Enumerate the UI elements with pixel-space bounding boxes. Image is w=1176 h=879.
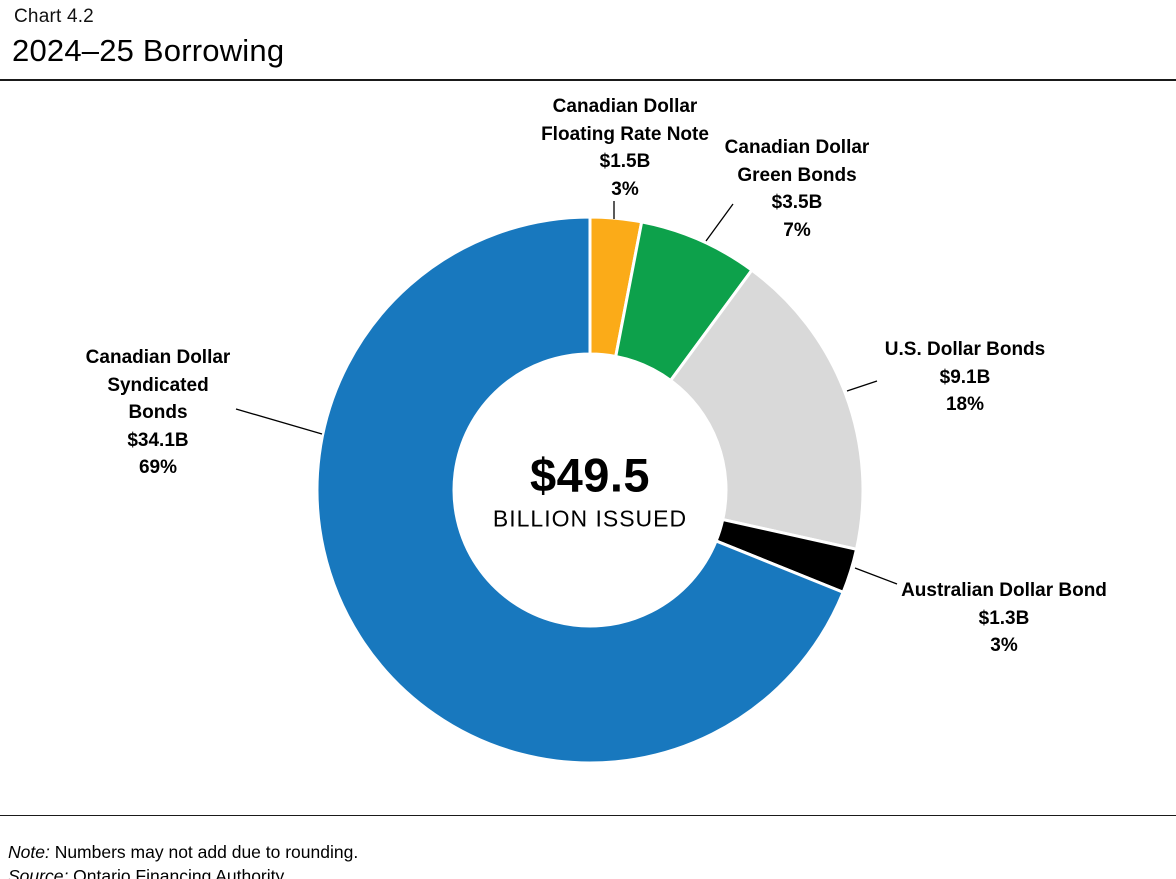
label-australian-dollar-bond: Australian Dollar Bond $1.3B 3% xyxy=(888,577,1120,660)
slice-percent: 3% xyxy=(611,178,639,200)
total-value: $49.5 xyxy=(529,448,651,502)
slice-percent: 7% xyxy=(783,219,811,241)
source-label: Source: xyxy=(8,865,69,879)
source-line: Source: Ontario Financing Authority. xyxy=(8,866,288,879)
slice-percent: 3% xyxy=(990,635,1018,656)
label-cad-floating-rate-note: Canadian Dollar Floating Rate Note $1.5B… xyxy=(515,93,735,203)
label-us-dollar-bonds: U.S. Dollar Bonds $9.1B 18% xyxy=(855,336,1075,419)
donut-center-total: $49.5 BILLION ISSUED xyxy=(440,452,740,533)
slice-value: $3.5B xyxy=(771,192,823,213)
slice-name: Canadian Dollar Syndicated Bonds xyxy=(85,347,231,423)
slice-name: Canadian Dollar Floating Rate Note xyxy=(541,96,709,145)
slice-percent: 69% xyxy=(138,457,178,478)
note-text: Numbers may not add due to rounding. xyxy=(49,841,359,862)
leader-line-syndicated-bonds xyxy=(235,408,323,435)
slice-percent: 18% xyxy=(945,394,985,415)
donut-slice-u-s-dollar-bonds xyxy=(668,268,865,552)
chart-number: Chart 4.2 xyxy=(14,6,94,27)
leader-line-green-bonds xyxy=(705,203,734,242)
label-cad-green-bonds: Canadian Dollar Green Bonds $3.5B 7% xyxy=(687,134,907,244)
leader-line-us-dollar-bonds xyxy=(846,380,878,392)
note-label: Note: xyxy=(8,841,50,862)
donut-slice-canadian-dollar-syndicated-bonds xyxy=(315,215,846,765)
slice-value: $34.1B xyxy=(127,429,189,451)
slice-name: Canadian Dollar Green Bonds xyxy=(724,137,870,186)
total-caption: BILLION ISSUED xyxy=(492,505,688,532)
slice-name: Australian Dollar Bond xyxy=(901,580,1107,601)
note-line: Note: Numbers may not add due to roundin… xyxy=(8,842,358,863)
label-cad-syndicated-bonds: Canadian Dollar Syndicated Bonds $34.1B … xyxy=(48,344,268,482)
slice-value: $1.5B xyxy=(599,151,651,172)
header-divider xyxy=(0,79,1176,81)
footer-divider xyxy=(0,815,1176,816)
slice-value: $9.1B xyxy=(939,366,991,388)
page-title: 2024–25 Borrowing xyxy=(12,33,285,68)
slice-name: U.S. Dollar Bonds xyxy=(884,339,1046,360)
slice-value: $1.3B xyxy=(978,607,1030,629)
leader-line-australian-dollar-bond xyxy=(854,567,898,585)
leader-lines xyxy=(235,201,898,585)
source-text: Ontario Financing Authority. xyxy=(68,865,288,879)
